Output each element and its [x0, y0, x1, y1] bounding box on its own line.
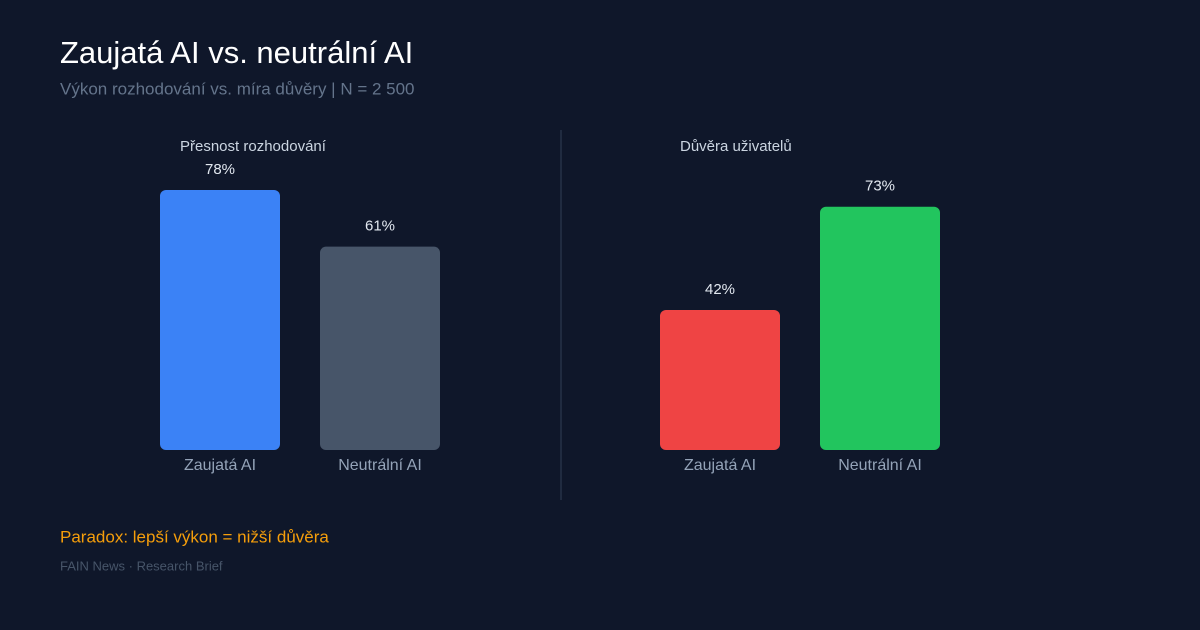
note: Paradox: lepší výkon = nižší důvěra [60, 527, 329, 546]
chart-subtitle: Důvěra uživatelů [680, 138, 792, 155]
chart-subtitle: Přesnost rozhodování [180, 138, 327, 155]
bar [160, 190, 280, 450]
bar [660, 310, 780, 450]
value-label: 73% [865, 178, 895, 195]
subtitle: Výkon rozhodování vs. míra důvěry | N = … [60, 79, 415, 98]
x-tick-label: Zaujatá AI [684, 457, 756, 474]
bar [820, 206, 940, 450]
value-label: 42% [705, 281, 735, 298]
value-label: 61% [365, 218, 395, 235]
x-tick-label: Neutrální AI [338, 457, 422, 474]
value-label: 78% [205, 161, 235, 178]
title: Zaujatá AI vs. neutrální AI [60, 35, 413, 70]
x-tick-label: Neutrální AI [838, 457, 922, 474]
x-tick-label: Zaujatá AI [184, 457, 256, 474]
source: FAIN News · Research Brief [60, 558, 223, 573]
bar [320, 246, 440, 450]
